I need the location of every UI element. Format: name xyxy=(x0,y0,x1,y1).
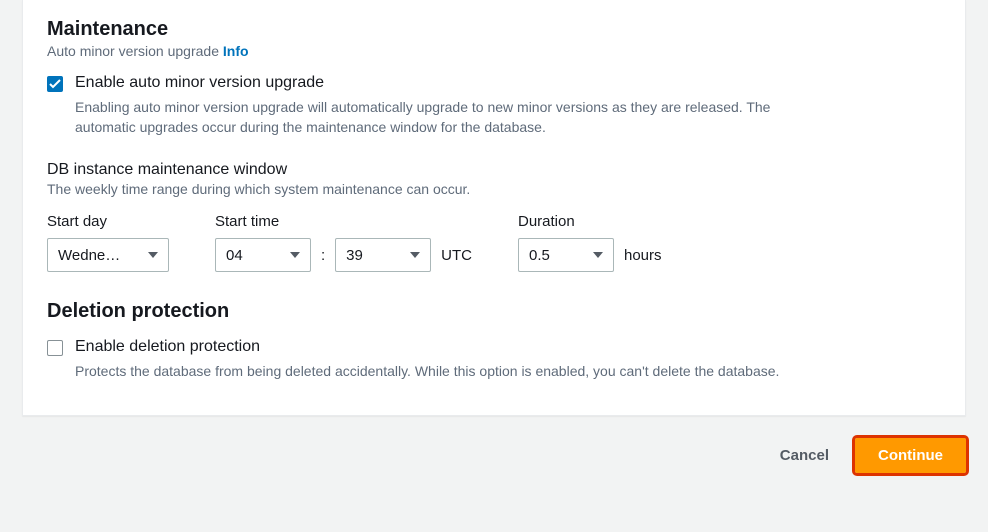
start-time-field: Start time 04 : 39 UTC xyxy=(215,213,472,272)
duration-label: Duration xyxy=(518,213,662,230)
duration-value: 0.5 xyxy=(529,247,550,264)
duration-field: Duration 0.5 hours xyxy=(518,213,662,272)
auto-upgrade-checkbox[interactable] xyxy=(47,76,63,92)
chevron-down-icon xyxy=(410,252,420,258)
settings-panel: Maintenance Auto minor version upgrade I… xyxy=(22,0,966,416)
duration-inline: 0.5 hours xyxy=(518,238,662,272)
window-fields-row: Start day Wedne… Start time 04 : 39 UTC xyxy=(47,213,941,272)
subtitle-text: Auto minor version upgrade xyxy=(47,43,219,59)
auto-upgrade-option: Enable auto minor version upgrade Enabli… xyxy=(47,73,941,137)
deletion-desc: Protects the database from being deleted… xyxy=(75,361,779,381)
auto-upgrade-text: Enable auto minor version upgrade Enabli… xyxy=(75,73,815,137)
start-day-value: Wedne… xyxy=(58,247,120,264)
deletion-label: Enable deletion protection xyxy=(75,337,779,358)
chevron-down-icon xyxy=(148,252,158,258)
deletion-title: Deletion protection xyxy=(47,300,941,323)
maintenance-subtitle: Auto minor version upgrade Info xyxy=(47,43,941,59)
deletion-option: Enable deletion protection Protects the … xyxy=(47,337,941,381)
minute-select[interactable]: 39 xyxy=(335,238,431,272)
start-time-inline: 04 : 39 UTC xyxy=(215,238,472,272)
minute-value: 39 xyxy=(346,247,363,264)
timezone-label: UTC xyxy=(441,247,472,264)
chevron-down-icon xyxy=(593,252,603,258)
chevron-down-icon xyxy=(290,252,300,258)
time-colon: : xyxy=(321,247,325,264)
auto-upgrade-label: Enable auto minor version upgrade xyxy=(75,73,815,94)
hour-select[interactable]: 04 xyxy=(215,238,311,272)
start-time-label: Start time xyxy=(215,213,472,230)
continue-button[interactable]: Continue xyxy=(855,438,966,473)
duration-select[interactable]: 0.5 xyxy=(518,238,614,272)
window-desc: The weekly time range during which syste… xyxy=(47,181,941,197)
window-title: DB instance maintenance window xyxy=(47,161,941,179)
duration-unit: hours xyxy=(624,247,662,264)
auto-upgrade-desc: Enabling auto minor version upgrade will… xyxy=(75,97,815,138)
hour-value: 04 xyxy=(226,247,243,264)
maintenance-title: Maintenance xyxy=(47,0,941,41)
start-day-field: Start day Wedne… xyxy=(47,213,169,272)
cancel-button[interactable]: Cancel xyxy=(776,439,833,472)
deletion-checkbox[interactable] xyxy=(47,340,63,356)
footer-actions: Cancel Continue xyxy=(0,416,988,473)
deletion-text: Enable deletion protection Protects the … xyxy=(75,337,779,381)
start-day-select[interactable]: Wedne… xyxy=(47,238,169,272)
info-link[interactable]: Info xyxy=(223,43,249,59)
start-day-label: Start day xyxy=(47,213,169,230)
